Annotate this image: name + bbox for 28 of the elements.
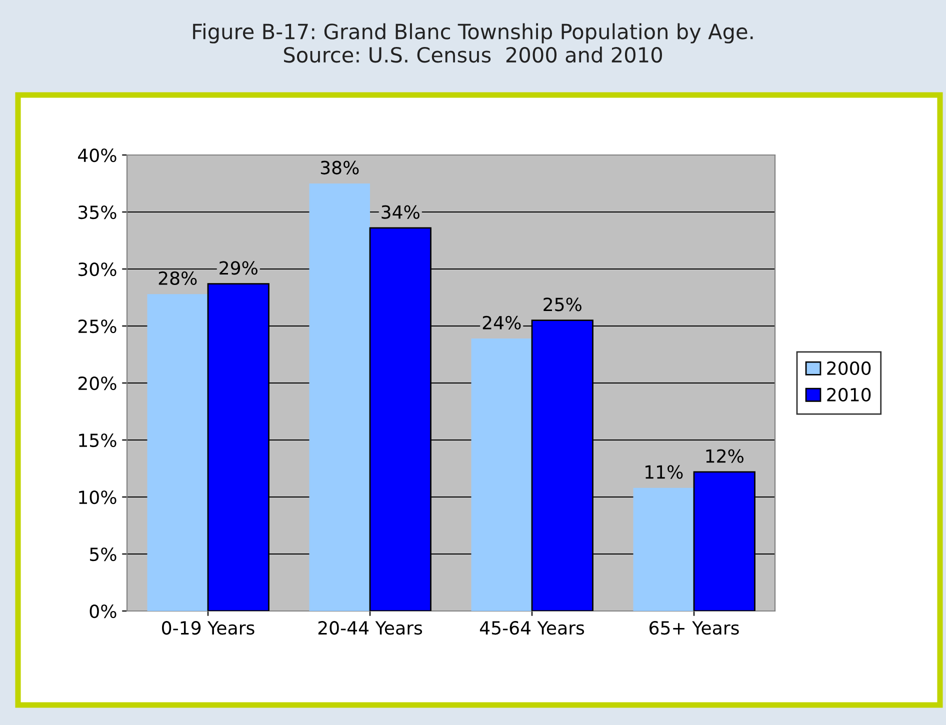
data-label: 25%: [544, 298, 582, 312]
x-tick-label: 0-19 Years: [162, 621, 254, 635]
x-tick-label: 20-44 Years: [318, 621, 422, 635]
y-tick-label: 0%: [90, 604, 116, 618]
bar: [147, 294, 208, 611]
y-tick-label: 25%: [78, 319, 116, 334]
bar: [633, 488, 694, 611]
data-label: 38%: [320, 160, 359, 174]
data-label: 24%: [482, 316, 521, 330]
y-tick-label: 20%: [78, 376, 116, 390]
y-tick-label: 15%: [79, 433, 116, 448]
chart-title: Figure B-17: Grand Blanc Township Population by Age. Source: U.S. Census 2000 and 2010: [193, 23, 753, 63]
bar: [471, 338, 532, 611]
data-label: 11%: [646, 465, 683, 479]
y-tick-label: 30%: [78, 262, 116, 276]
data-label: 28%: [158, 271, 197, 286]
y-tick-label: 10%: [79, 490, 116, 504]
data-label: 29%: [220, 261, 258, 275]
data-label: 12%: [706, 449, 744, 463]
x-tick-label: 65+ Years: [650, 621, 739, 635]
bar: [309, 184, 370, 611]
y-tick-label: 40%: [78, 148, 116, 162]
legend-label: 2010: [827, 388, 871, 402]
legend-label: 2000: [827, 361, 871, 375]
data-label: 34%: [382, 205, 420, 219]
y-tick-label: 5%: [90, 547, 116, 562]
y-tick-label: 35%: [78, 205, 116, 220]
x-tick-label: 45-64 Years: [480, 621, 584, 635]
